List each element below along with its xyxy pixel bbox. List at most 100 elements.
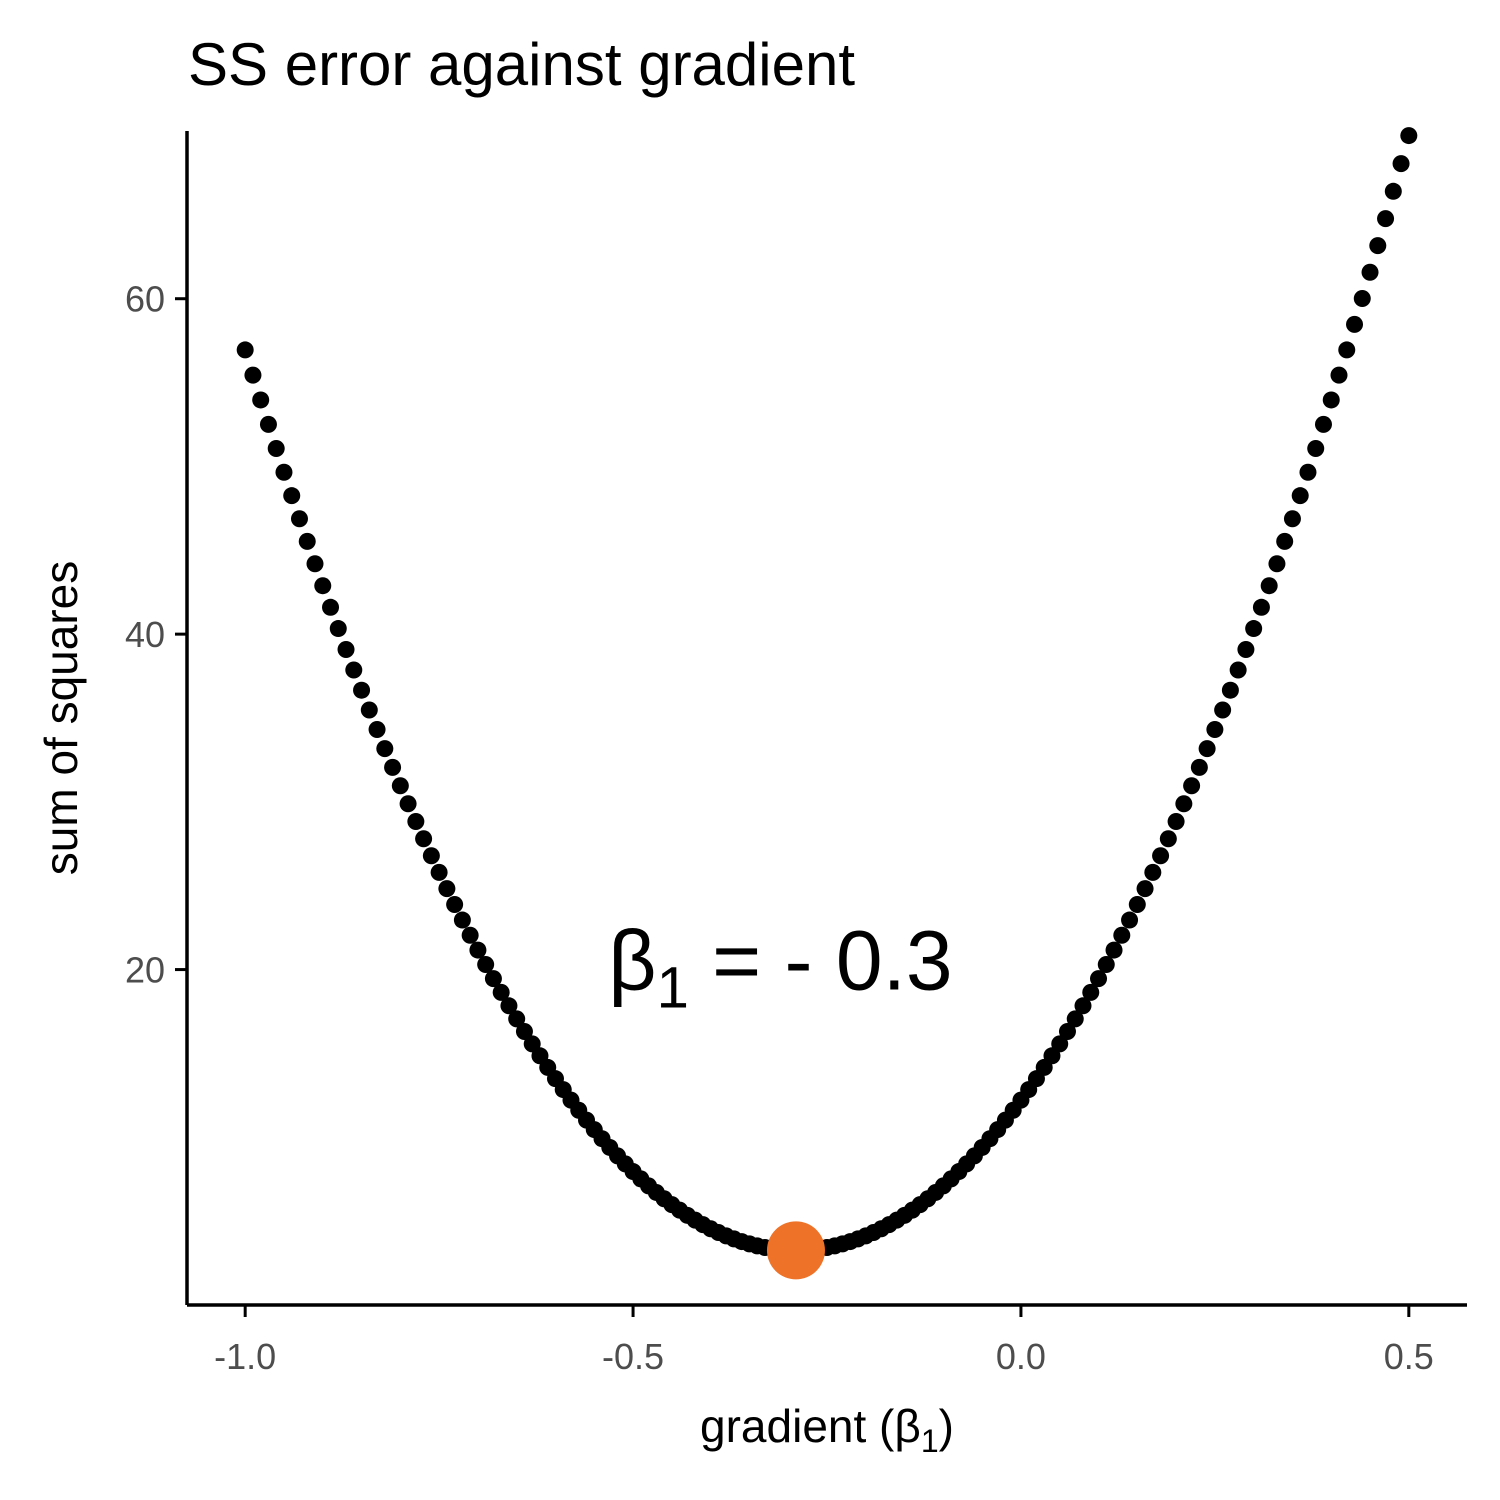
data-point — [1183, 777, 1201, 795]
data-point — [314, 577, 332, 595]
y-tick-label: 60 — [125, 279, 165, 320]
data-point — [1082, 983, 1100, 1001]
data-point — [1314, 415, 1332, 433]
data-point — [1377, 210, 1395, 228]
data-point — [252, 391, 270, 409]
data-point — [384, 758, 402, 776]
data-point — [1346, 315, 1364, 333]
data-point — [1206, 720, 1224, 738]
data-point — [492, 983, 510, 1001]
data-point — [1307, 440, 1325, 458]
data-point — [353, 681, 371, 699]
data-point — [1237, 640, 1255, 658]
data-point — [1392, 155, 1410, 173]
data-point — [399, 795, 417, 813]
x-axis-title-symbol: β — [894, 1400, 920, 1452]
data-point — [430, 863, 448, 881]
x-tick-label: -0.5 — [602, 1336, 664, 1377]
y-tick-label: 20 — [125, 950, 165, 991]
data-point — [1353, 289, 1371, 307]
data-point — [1276, 532, 1294, 550]
data-point — [1074, 997, 1092, 1015]
data-point — [1144, 863, 1162, 881]
data-point — [275, 463, 293, 481]
data-point — [1058, 1023, 1076, 1041]
data-point — [1322, 391, 1340, 409]
y-tick-label: 40 — [125, 614, 165, 655]
data-point — [298, 532, 316, 550]
data-point — [1268, 555, 1286, 573]
data-point — [1252, 598, 1270, 616]
data-point — [1113, 926, 1131, 944]
data-point — [236, 341, 254, 359]
data-point — [1159, 830, 1177, 848]
data-point — [322, 598, 340, 616]
data-point — [446, 896, 464, 914]
data-point — [453, 911, 471, 929]
data-point — [1229, 661, 1247, 679]
annotation-subscript: 1 — [657, 956, 689, 1021]
data-point — [500, 997, 518, 1015]
highlight-point — [766, 1221, 825, 1280]
data-point — [1097, 956, 1115, 974]
data-point — [1384, 182, 1402, 200]
data-point — [1198, 740, 1216, 758]
data-point — [1400, 127, 1418, 145]
y-axis-title: sum of squares — [35, 561, 87, 875]
x-tick-label: 0.0 — [996, 1336, 1046, 1377]
data-point — [1136, 880, 1154, 898]
data-point — [267, 440, 285, 458]
data-point — [1121, 911, 1139, 929]
data-point — [283, 487, 301, 505]
data-points — [236, 127, 1418, 1259]
data-point — [1221, 681, 1239, 699]
highlight-layer — [766, 1221, 825, 1280]
annotation-text: = - 0.3 — [689, 914, 953, 1008]
data-point — [1330, 366, 1348, 384]
data-point — [1105, 941, 1123, 959]
data-point — [1167, 812, 1185, 830]
x-axis-ticks: -1.0 -0.5 0.0 0.5 — [214, 1305, 1434, 1377]
data-point — [415, 830, 433, 848]
data-point — [360, 701, 378, 719]
data-point — [1090, 970, 1108, 988]
data-point — [469, 941, 487, 959]
data-point — [1245, 620, 1263, 638]
data-point — [337, 640, 355, 658]
data-point — [1361, 263, 1379, 281]
data-point — [376, 740, 394, 758]
data-point — [422, 847, 440, 865]
data-point — [329, 620, 347, 638]
data-point — [259, 415, 277, 433]
data-point — [1152, 847, 1170, 865]
data-point — [391, 777, 409, 795]
data-point — [1051, 1035, 1069, 1053]
data-point — [306, 555, 324, 573]
data-point — [1128, 896, 1146, 914]
data-point — [368, 720, 386, 738]
annotation-beta: β1 = - 0.3 — [608, 914, 952, 1021]
data-point — [1066, 1010, 1084, 1028]
chart-title: SS error against gradient — [188, 31, 855, 98]
data-point — [1338, 341, 1356, 359]
data-point — [1291, 487, 1309, 505]
data-point — [345, 661, 363, 679]
x-axis-title-subscript: 1 — [921, 1423, 939, 1459]
data-point — [1369, 237, 1387, 255]
x-axis-title-close: ) — [939, 1400, 954, 1452]
data-point — [1283, 510, 1301, 528]
data-point — [1190, 758, 1208, 776]
data-point — [407, 812, 425, 830]
data-point — [438, 880, 456, 898]
data-point — [290, 510, 308, 528]
x-axis-title-main: gradient ( — [700, 1400, 895, 1452]
data-point — [484, 970, 502, 988]
annotation-symbol: β — [608, 914, 656, 1008]
data-point — [1260, 577, 1278, 595]
data-point — [515, 1023, 533, 1041]
data-point — [244, 366, 262, 384]
y-axis-ticks: 20 40 60 — [125, 279, 187, 991]
data-point — [508, 1010, 526, 1028]
data-point — [1175, 795, 1193, 813]
